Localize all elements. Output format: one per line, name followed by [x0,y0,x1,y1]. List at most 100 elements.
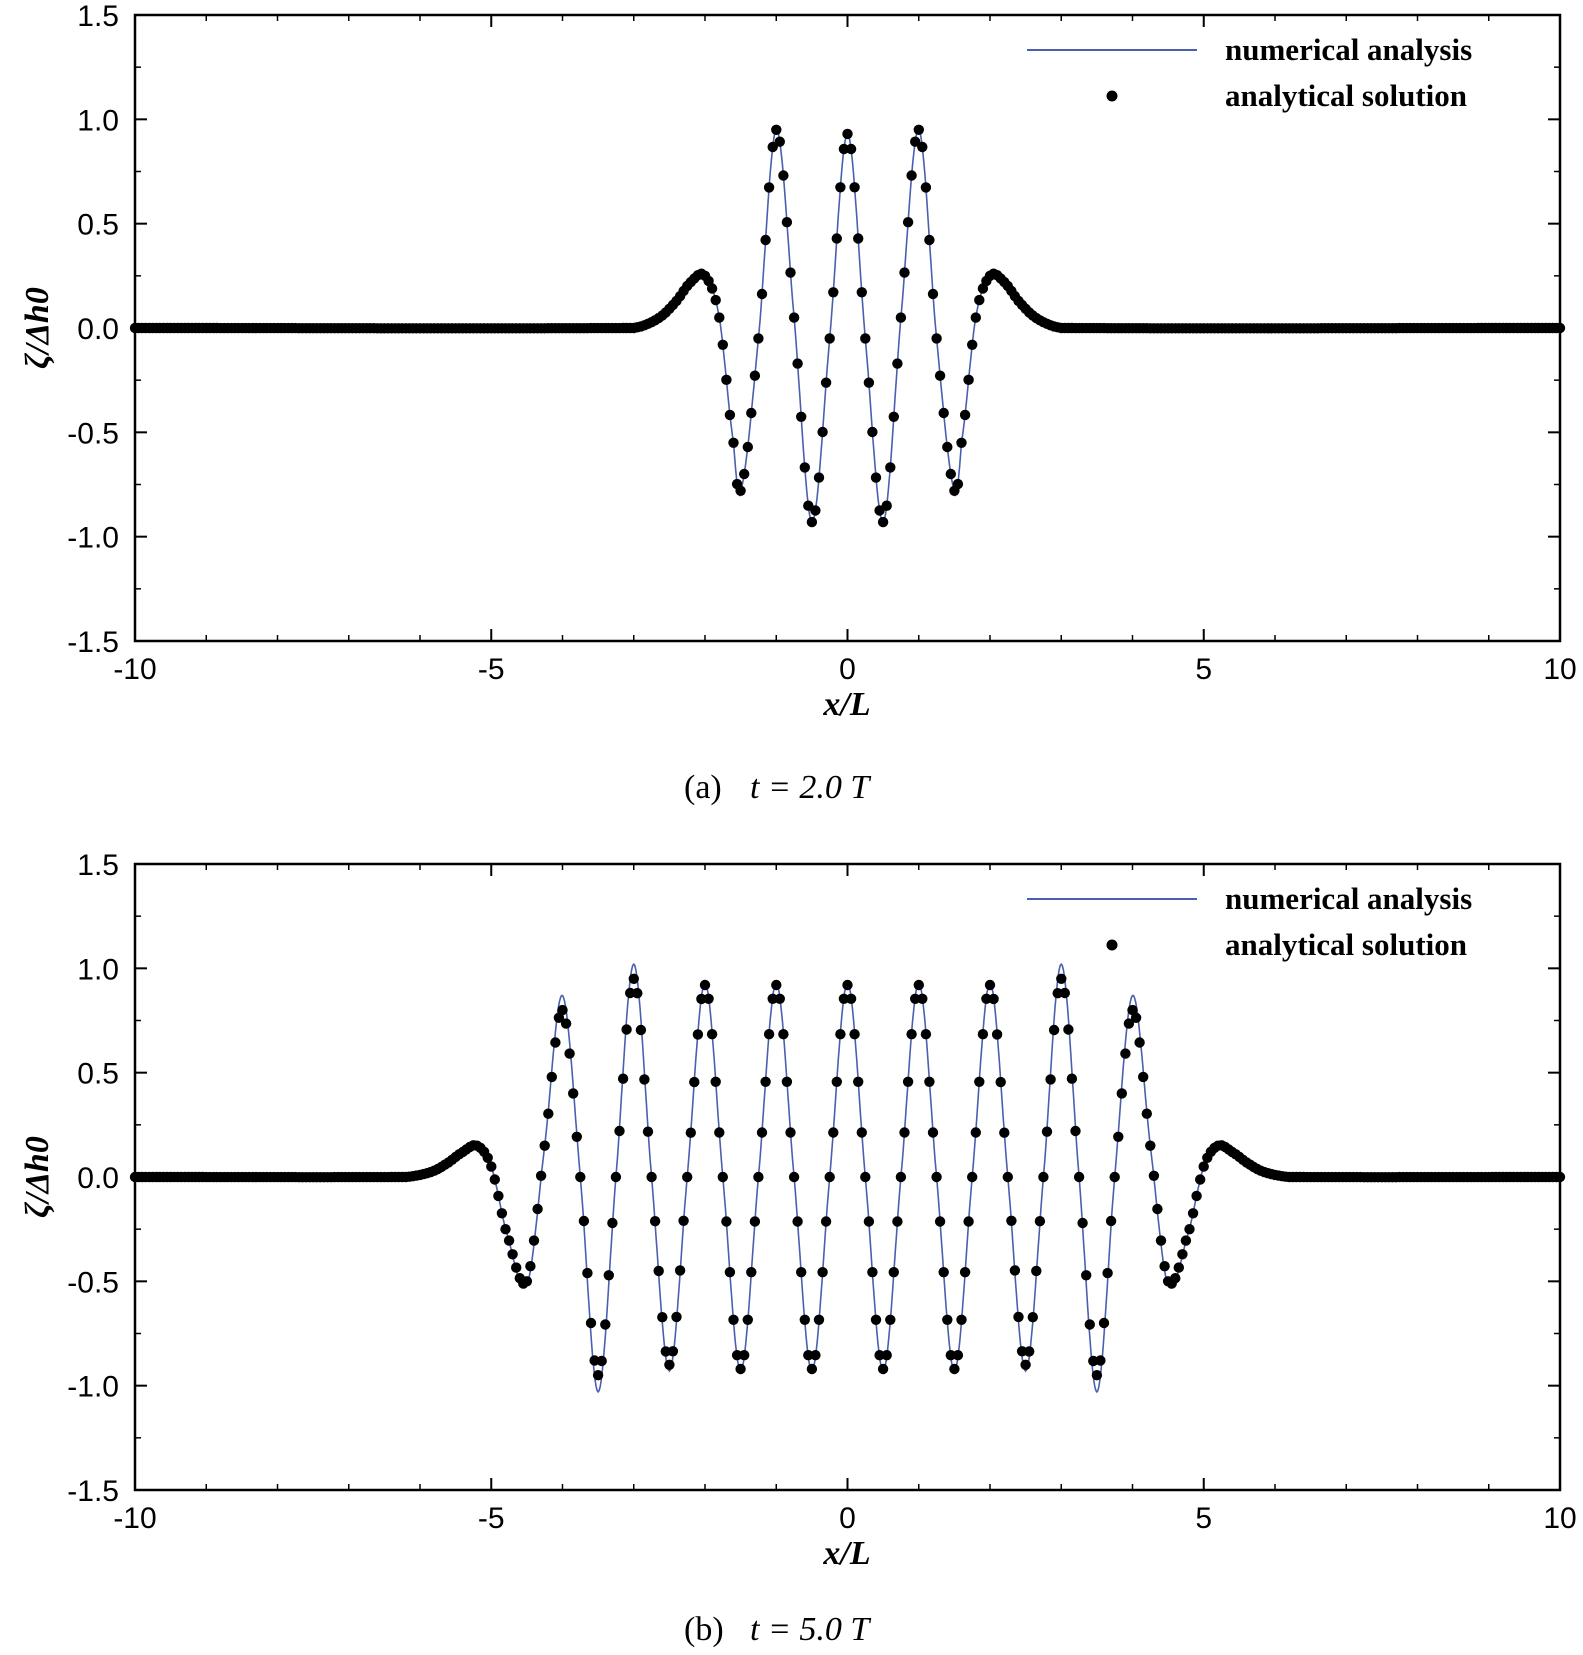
y-tick-label: 1.0 [77,953,119,986]
data-point [959,1267,971,1278]
data-point [824,1171,835,1183]
data-point [621,1024,632,1035]
x-ticks-a: -10 -5 0 5 10 [113,15,1577,686]
data-point [888,411,899,422]
y-axis-label-b: ζ/Δh0 [19,1136,56,1218]
data-point [860,1171,871,1183]
data-point [810,1350,821,1361]
data-point [1184,1224,1195,1235]
data-point [667,1346,679,1357]
y-tick-label: 1.0 [77,104,119,137]
data-point [781,1076,793,1088]
data-point [927,1127,939,1138]
data-point [496,1208,508,1219]
data-point [967,1171,978,1183]
data-point [657,1312,668,1323]
data-point [913,124,924,135]
data-point [486,1161,497,1172]
data-point [756,288,768,300]
curves-b [129,962,1566,1394]
data-point [977,1029,989,1040]
y-axis-label-a: ζ/Δh0 [19,287,56,369]
data-point [792,1216,803,1227]
data-point [714,1127,725,1138]
data-point [1059,987,1071,999]
data-point [521,1276,533,1287]
data-point [482,1152,493,1164]
data-point [892,358,903,369]
data-point [781,217,793,228]
data-point [674,1265,686,1276]
data-point [934,1216,946,1227]
data-point [902,1076,914,1088]
y-tick-label: 1.5 [77,849,119,882]
data-point [742,441,753,453]
x-axis-label-b: x/L [822,1535,870,1572]
data-point [500,1224,511,1235]
data-point [902,217,914,228]
data-point [756,1127,768,1138]
data-point [1081,1270,1092,1281]
y-tick-label: -1.5 [67,1475,119,1508]
panel-a: 1.5 1.0 0.5 0.0 -0.5 -1.0 -1.5 -10 -5 0 5 10 numer… [19,0,1577,806]
data-point [671,1311,682,1323]
data-point [1191,1190,1202,1202]
y-ticks-a: 1.5 1.0 0.5 0.0 -0.5 -1.0 -1.5 [67,0,1560,659]
data-point [824,333,835,344]
data-point [853,233,864,244]
data-point [892,1216,903,1227]
data-point [739,468,750,480]
data-point [503,1235,515,1246]
data-point [1013,1311,1024,1323]
data-point [963,374,974,385]
data-point [984,979,996,991]
data-point [778,1029,789,1040]
data-point [685,1127,696,1138]
data-point [1116,1088,1128,1099]
data-point [956,1314,967,1326]
data-point [927,288,939,300]
data-point [614,1125,625,1137]
data-point [535,1170,547,1182]
data-point [1102,1267,1113,1279]
data-point [920,182,932,193]
data-point [991,1029,1003,1040]
data-point [607,1217,618,1229]
data-point [717,1171,728,1183]
data-point [856,287,867,298]
data-point [525,1261,536,1272]
data-point [710,294,721,306]
data-point [724,409,736,421]
data-point [881,500,892,511]
data-point [934,370,946,381]
data-point [1002,1171,1013,1183]
data-point [721,1216,732,1227]
caption-label-a: (a) [684,769,722,806]
data-point [1170,1273,1181,1284]
data-point [870,1314,882,1326]
data-point [863,1216,875,1227]
data-point [970,1127,981,1138]
data-point [792,358,803,369]
data-point [1063,1024,1074,1035]
data-point [778,170,789,181]
data-point [796,411,807,422]
data-point [578,1215,590,1227]
data-point [806,516,818,528]
data-point [728,1314,739,1326]
legend-marker-swatch-b [1106,939,1118,951]
data-point [917,141,928,153]
legend-a: numerical analysis analytical solution [1027,32,1472,113]
data-point [785,267,796,278]
data-point [493,1190,504,1202]
data-point [706,1029,718,1040]
y-tick-label: 0.0 [77,313,119,346]
data-point [895,1171,907,1183]
data-point [511,1262,522,1273]
data-point [1056,973,1067,984]
data-point [842,128,853,140]
data-point [1134,1037,1145,1048]
data-point [785,1127,796,1138]
data-point [924,234,935,246]
x-tick-label: 5 [1195,1502,1212,1535]
